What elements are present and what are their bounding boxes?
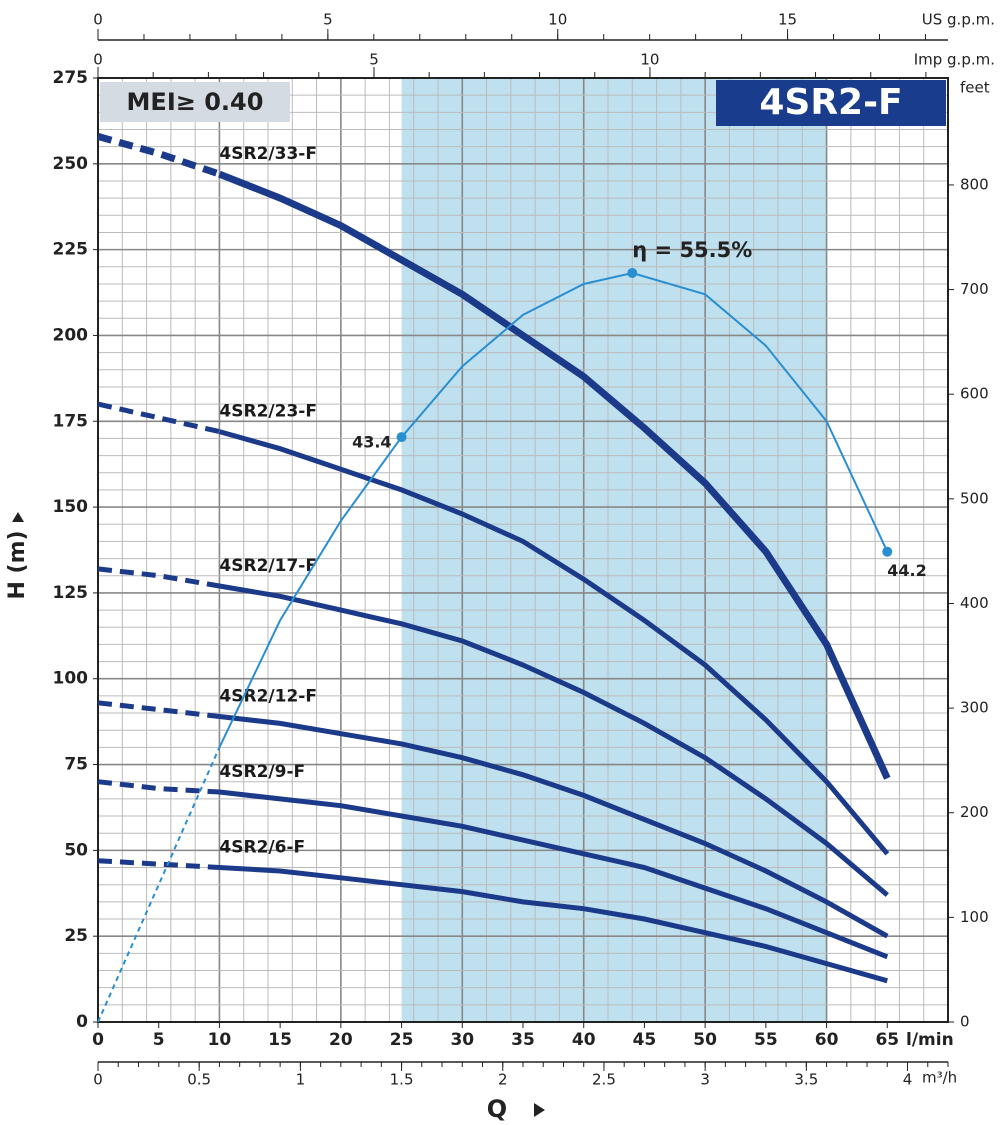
efficiency-curve bbox=[218, 271, 889, 748]
x-tick-label: 20 bbox=[329, 1030, 353, 1050]
badge-box bbox=[100, 82, 290, 122]
efficiency-marker bbox=[627, 267, 638, 278]
curve bbox=[218, 170, 891, 780]
top-tick-label: 10 bbox=[640, 51, 659, 69]
x-arrow bbox=[534, 1103, 545, 1117]
curve-dashed bbox=[97, 401, 220, 435]
chart-title: 4SR2-F bbox=[759, 82, 902, 123]
efficiency-label: 44.2 bbox=[887, 561, 926, 580]
y2-tick-label: 0 bbox=[960, 1013, 970, 1031]
series-label: 4SR2/9-F bbox=[219, 762, 305, 782]
top-axis-unit: Imp g.p.m. bbox=[914, 51, 995, 69]
curve bbox=[218, 583, 889, 897]
efficiency-label: 43.4 bbox=[352, 433, 391, 452]
top-axis-unit: US g.p.m. bbox=[922, 11, 995, 29]
x-tick-label: 60 bbox=[815, 1030, 839, 1050]
curve bbox=[218, 429, 890, 856]
x-tick-label: 35 bbox=[511, 1030, 535, 1050]
efficiency-label: η = 55.5% bbox=[632, 238, 752, 262]
y2-tick-label: 100 bbox=[960, 908, 989, 926]
x-tick-label: 45 bbox=[633, 1030, 657, 1050]
y-tick-label: 150 bbox=[53, 497, 89, 517]
bottom-tick-label: 3.5 bbox=[794, 1071, 818, 1089]
x-tick-label: 25 bbox=[390, 1030, 414, 1050]
x-axis-label: Q bbox=[487, 1095, 507, 1123]
curve-dashed bbox=[97, 700, 220, 719]
y-tick-label: 250 bbox=[53, 154, 89, 174]
y2-unit: feet bbox=[960, 79, 990, 97]
y2-tick-label: 700 bbox=[960, 280, 989, 298]
y2-tick-label: 800 bbox=[960, 175, 989, 193]
series-label: 4SR2/17-F bbox=[219, 556, 317, 576]
y2-tick-label: 500 bbox=[960, 489, 989, 507]
y-tick-label: 200 bbox=[53, 325, 89, 345]
curve-dashed bbox=[97, 858, 220, 870]
y-tick-label: 50 bbox=[64, 840, 88, 860]
x-unit: l/min bbox=[906, 1030, 954, 1050]
series-label: 4SR2/6-F bbox=[219, 838, 305, 858]
top-tick-label: 5 bbox=[369, 51, 379, 69]
x-tick-label: 50 bbox=[693, 1030, 717, 1050]
y-tick-label: 0 bbox=[76, 1012, 88, 1032]
bottom-tick-label: 0.5 bbox=[187, 1071, 211, 1089]
x-tick-label: 40 bbox=[572, 1030, 596, 1050]
top-tick-label: 5 bbox=[323, 11, 333, 29]
top-tick-label: 10 bbox=[548, 11, 567, 29]
x-tick-label: 10 bbox=[208, 1030, 232, 1050]
y2-tick-label: 400 bbox=[960, 594, 989, 612]
x-tick-label: 5 bbox=[153, 1030, 165, 1050]
bottom-tick-label: 1 bbox=[296, 1071, 306, 1089]
y-tick-label: 275 bbox=[53, 68, 89, 88]
series-label: 4SR2/23-F bbox=[219, 402, 317, 422]
series-label: 4SR2/12-F bbox=[219, 686, 317, 706]
curve bbox=[219, 714, 889, 939]
top-tick-label: 0 bbox=[93, 11, 103, 29]
y-tick-label: 125 bbox=[53, 583, 89, 603]
top-tick-label: 15 bbox=[778, 11, 797, 29]
bottom-tick-label: 2.5 bbox=[592, 1071, 616, 1089]
y-axis-label: H (m) bbox=[5, 530, 30, 599]
y-tick-label: 100 bbox=[53, 669, 89, 689]
y2-tick-label: 200 bbox=[960, 803, 989, 821]
y-tick-label: 175 bbox=[53, 411, 89, 431]
series-label: 4SR2/33-F bbox=[219, 144, 317, 164]
bottom-axis-unit: m³/h bbox=[922, 1069, 957, 1087]
curve bbox=[219, 865, 888, 984]
y2-tick-label: 600 bbox=[960, 385, 989, 403]
y-tick-label: 225 bbox=[53, 240, 89, 260]
curve-dashed bbox=[97, 133, 221, 178]
top-tick-label: 0 bbox=[93, 51, 103, 69]
y2-tick-label: 300 bbox=[960, 699, 989, 717]
bottom-tick-label: 1.5 bbox=[390, 1071, 414, 1089]
bottom-tick-label: 0 bbox=[93, 1071, 103, 1089]
bottom-tick-label: 4 bbox=[903, 1071, 913, 1089]
bottom-tick-label: 2 bbox=[498, 1071, 508, 1089]
x-tick-label: 0 bbox=[92, 1030, 104, 1050]
curve bbox=[219, 789, 889, 960]
badge: MEI≥ 0.40 bbox=[127, 88, 264, 116]
y-tick-label: 25 bbox=[64, 926, 88, 946]
bottom-tick-label: 3 bbox=[700, 1071, 710, 1089]
x-tick-label: 15 bbox=[268, 1030, 292, 1050]
x-tick-label: 55 bbox=[754, 1030, 778, 1050]
efficiency-marker bbox=[396, 432, 407, 443]
curve-dashed bbox=[97, 566, 220, 589]
y-tick-label: 75 bbox=[64, 755, 88, 775]
title-box bbox=[716, 80, 946, 126]
efficiency-marker bbox=[882, 546, 893, 557]
x-tick-label: 30 bbox=[450, 1030, 474, 1050]
y-arrow bbox=[12, 512, 24, 522]
x-tick-label: 65 bbox=[875, 1030, 899, 1050]
